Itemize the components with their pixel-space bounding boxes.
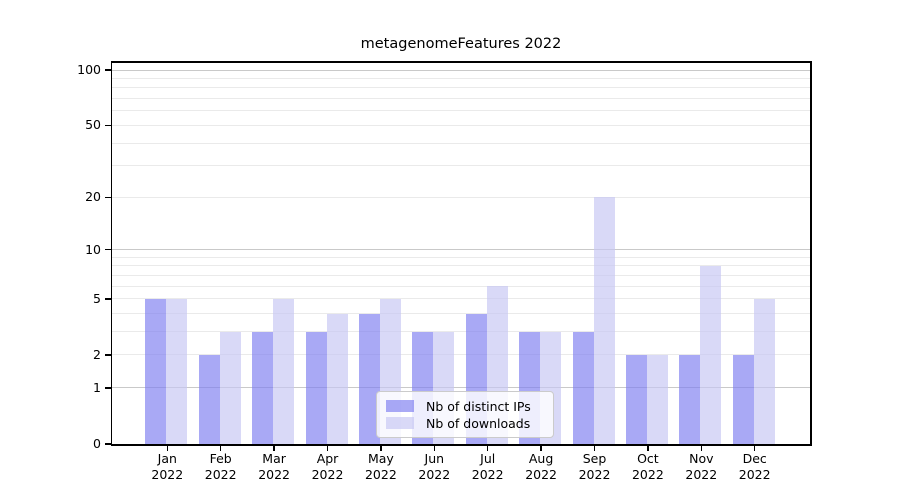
bar-downloads [166, 298, 188, 444]
plot-right-spine [810, 61, 812, 444]
x-axis-tick-label: Feb 2022 [204, 451, 237, 482]
x-tick-mark [380, 446, 382, 451]
bar-downloads [593, 197, 615, 444]
legend-item-downloads: Nb of downloads [386, 415, 544, 431]
y-axis-tick-label: 50 [85, 117, 101, 133]
x-tick-mark [753, 446, 756, 451]
gridline [112, 298, 810, 300]
bar-downloads [273, 298, 295, 444]
legend-item-distinct-ips: Nb of distinct IPs [386, 398, 544, 414]
x-tick-mark [433, 446, 436, 451]
gridline-major [112, 69, 810, 71]
bar-distinct-ips [732, 354, 754, 444]
x-tick-mark [219, 446, 222, 451]
chart-title: metagenomeFeatures 2022 [360, 36, 562, 52]
gridline [112, 274, 810, 276]
legend-label-downloads: Nb of downloads [426, 415, 531, 431]
y-tick-mark [104, 248, 111, 251]
x-tick-mark [647, 446, 649, 451]
gridline [112, 265, 810, 267]
y-tick-mark [104, 387, 111, 389]
gridline [112, 354, 810, 356]
gridline [112, 110, 810, 112]
x-axis-tick-label: Dec 2022 [738, 451, 771, 482]
legend-swatch-distinct-ips-icon [386, 400, 414, 412]
y-axis-tick-label: 2 [93, 346, 101, 362]
bar-distinct-ips [572, 331, 594, 444]
y-tick-mark [104, 196, 111, 199]
bar-downloads [326, 313, 348, 444]
x-tick-mark [166, 446, 169, 451]
gridline [112, 313, 810, 315]
legend-swatch-downloads-icon [386, 417, 414, 429]
y-axis-tick-label: 5 [93, 290, 101, 306]
gridline [112, 98, 810, 100]
bar-downloads [700, 265, 722, 444]
x-axis-tick-label: Mar 2022 [258, 451, 290, 482]
bar-distinct-ips [145, 298, 167, 444]
gridline [112, 165, 810, 167]
gridline [112, 77, 810, 79]
gridline [112, 196, 810, 198]
bar-distinct-ips [252, 331, 274, 444]
x-axis-tick-label: Oct 2022 [631, 451, 664, 482]
y-tick-mark [104, 443, 111, 445]
legend-label-distinct-ips: Nb of distinct IPs [426, 398, 531, 414]
y-axis-tick-label: 20 [85, 189, 101, 205]
bar-downloads [753, 298, 775, 444]
plot-left-spine [110, 61, 112, 444]
gridline [112, 124, 810, 126]
bar-distinct-ips [305, 331, 327, 444]
x-tick-mark [486, 446, 489, 451]
x-axis-tick-label: Jan 2022 [151, 451, 184, 482]
plot-bottom-spine [110, 444, 812, 447]
x-axis-tick-label: Nov 2022 [685, 451, 718, 482]
y-axis-tick-label: 0 [93, 436, 101, 451]
x-axis-tick-label: Aug 2022 [525, 451, 557, 482]
gridline [112, 331, 810, 333]
gridline [112, 87, 810, 89]
gridline [112, 285, 810, 287]
bar-distinct-ips [625, 354, 647, 444]
gridline [112, 256, 810, 258]
y-axis-tick-label: 1 [93, 379, 101, 395]
x-axis-tick-label: Jul 2022 [471, 451, 504, 482]
bar-downloads [219, 331, 241, 444]
y-tick-mark [104, 69, 111, 71]
y-axis-tick-label: 100 [77, 62, 101, 77]
bar-distinct-ips [358, 313, 380, 444]
y-tick-mark [104, 124, 111, 127]
x-tick-mark [593, 446, 596, 451]
x-tick-mark [540, 446, 542, 451]
x-axis-tick-label: Apr 2022 [311, 451, 344, 482]
gridline-major [112, 387, 810, 389]
bar-downloads [646, 354, 668, 444]
bar-distinct-ips [198, 354, 220, 444]
x-tick-mark [273, 446, 275, 451]
x-tick-mark [326, 446, 329, 451]
gridline-major [112, 249, 810, 251]
x-axis-tick-label: Jun 2022 [418, 451, 451, 482]
legend: Nb of distinct IPs Nb of downloads [376, 391, 554, 438]
y-tick-mark [104, 298, 111, 300]
x-tick-mark [700, 446, 703, 451]
y-axis-tick-label: 10 [85, 241, 101, 257]
x-axis-tick-label: May 2022 [364, 451, 397, 482]
bar-distinct-ips [679, 354, 701, 444]
y-tick-mark [104, 354, 111, 356]
gridline [112, 142, 810, 144]
x-axis-tick-label: Sep 2022 [578, 451, 611, 482]
plot-top-spine [110, 61, 812, 63]
